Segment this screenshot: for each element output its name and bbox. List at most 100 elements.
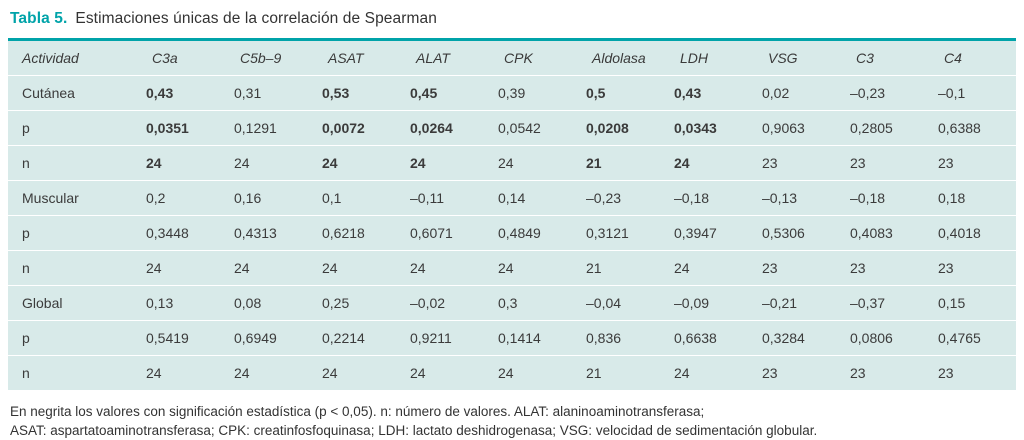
table-cell: 23 <box>752 145 840 181</box>
table-cell: 0,0806 <box>840 320 928 356</box>
column-header: C3 <box>840 39 928 76</box>
table-cell: 0,6949 <box>224 320 312 356</box>
table-cell: 0,15 <box>928 285 1016 321</box>
table-cell: 0,1291 <box>224 110 312 146</box>
table-cell: –0,1 <box>928 75 1016 111</box>
table-cell: 0,0343 <box>664 110 752 146</box>
column-header: VSG <box>752 39 840 76</box>
table-cell: 0,0208 <box>576 110 664 146</box>
column-header-actividad: Actividad <box>8 39 136 76</box>
table-cell: –0,09 <box>664 285 752 321</box>
row-label: p <box>8 215 136 251</box>
table-cell: 0,4083 <box>840 215 928 251</box>
table-cell: 23 <box>928 145 1016 181</box>
table-cell: 24 <box>312 145 400 181</box>
row-label: n <box>8 355 136 391</box>
table-cell: 23 <box>752 355 840 391</box>
table-cell: 0,3947 <box>664 215 752 251</box>
table-cell: 0,6218 <box>312 215 400 251</box>
table-cell: 24 <box>136 145 224 181</box>
table-row: n 24 24 24 24 24 21 24 23 23 23 <box>8 145 1016 181</box>
table-cell: 0,9063 <box>752 110 840 146</box>
column-header: ALAT <box>400 39 488 76</box>
table-cell: 0,13 <box>136 285 224 321</box>
table-cell: 0,4765 <box>928 320 1016 356</box>
table-cell: –0,18 <box>840 180 928 216</box>
table-cell: –0,04 <box>576 285 664 321</box>
table-cell: 0,5306 <box>752 215 840 251</box>
table-cell: 0,4313 <box>224 215 312 251</box>
table-cell: 21 <box>576 250 664 286</box>
table-title-text: Estimaciones únicas de la correlación de… <box>75 10 437 27</box>
table-cell: 0,2 <box>136 180 224 216</box>
table-cell: –0,13 <box>752 180 840 216</box>
column-header: C5b–9 <box>224 39 312 76</box>
table-cell: 23 <box>928 250 1016 286</box>
table-cell: 0,6638 <box>664 320 752 356</box>
column-header: C4 <box>928 39 1016 76</box>
table-cell: –0,18 <box>664 180 752 216</box>
table-cell: 24 <box>136 250 224 286</box>
table-cell: 24 <box>400 145 488 181</box>
table-cell: 24 <box>224 250 312 286</box>
table-cell: 0,43 <box>136 75 224 111</box>
table-row: Muscular 0,2 0,16 0,1 –0,11 0,14 –0,23 –0,18 –0,… <box>8 180 1016 216</box>
table-cell: 24 <box>312 250 400 286</box>
table-cell: 0,02 <box>752 75 840 111</box>
table-cell: 23 <box>840 145 928 181</box>
table-cell: 0,39 <box>488 75 576 111</box>
row-label: Cutánea <box>8 75 136 111</box>
row-label: n <box>8 250 136 286</box>
footnotes: En negrita los valores con significación… <box>10 402 1016 440</box>
table-cell: 24 <box>400 250 488 286</box>
table-cell: 24 <box>224 355 312 391</box>
footnote-line-2: ASAT: aspartatoaminotransferasa; CPK: cr… <box>10 423 818 438</box>
table-cell: –0,11 <box>400 180 488 216</box>
table-cell: 0,18 <box>928 180 1016 216</box>
table-row: Global 0,13 0,08 0,25 –0,02 0,3 –0,04 –0,09 –0,2… <box>8 285 1016 321</box>
table-cell: 24 <box>664 145 752 181</box>
table-row: n 24 24 24 24 24 21 24 23 23 23 <box>8 250 1016 286</box>
footnote-line-1: En negrita los valores con significación… <box>10 404 705 419</box>
table-cell: 21 <box>576 145 664 181</box>
table-cell: 0,5419 <box>136 320 224 356</box>
table-cell: 0,0351 <box>136 110 224 146</box>
table-row: Cutánea 0,43 0,31 0,53 0,45 0,39 0,5 0,43 0,02 –0… <box>8 75 1016 111</box>
table-cell: 0,1414 <box>488 320 576 356</box>
table-cell: 0,3284 <box>752 320 840 356</box>
column-header: C3a <box>136 39 224 76</box>
table-cell: 24 <box>224 145 312 181</box>
table-cell: 0,836 <box>576 320 664 356</box>
table-cell: 0,31 <box>224 75 312 111</box>
table-cell: 0,14 <box>488 180 576 216</box>
table-cell: 0,2214 <box>312 320 400 356</box>
table-title: Tabla 5. Estimaciones únicas de la correl… <box>10 10 1016 28</box>
table-cell: 24 <box>312 355 400 391</box>
table-cell: 23 <box>840 250 928 286</box>
row-label: Muscular <box>8 180 136 216</box>
table-cell: –0,37 <box>840 285 928 321</box>
table-cell: 24 <box>488 145 576 181</box>
header-row: Actividad C3a C5b–9 ASAT ALAT CPK Aldolasa LDH V… <box>8 39 1016 76</box>
table-cell: 0,25 <box>312 285 400 321</box>
spearman-correlation-table: Actividad C3a C5b–9 ASAT ALAT CPK Aldolasa LDH V… <box>8 38 1016 391</box>
table-row: p 0,3448 0,4313 0,6218 0,6071 0,4849 0,3121 0,3… <box>8 215 1016 251</box>
table-cell: 0,0264 <box>400 110 488 146</box>
table-cell: 24 <box>488 250 576 286</box>
table-cell: 0,1 <box>312 180 400 216</box>
table-cell: –0,23 <box>840 75 928 111</box>
row-label: p <box>8 320 136 356</box>
table-cell: 23 <box>840 355 928 391</box>
table-cell: –0,02 <box>400 285 488 321</box>
table-cell: –0,21 <box>752 285 840 321</box>
table-cell: 0,9211 <box>400 320 488 356</box>
table-cell: 24 <box>664 355 752 391</box>
table-cell: 24 <box>400 355 488 391</box>
table-cell: 24 <box>664 250 752 286</box>
table-cell: 0,2805 <box>840 110 928 146</box>
table-cell: 0,0542 <box>488 110 576 146</box>
table-cell: –0,23 <box>576 180 664 216</box>
table-cell: 0,16 <box>224 180 312 216</box>
row-label: Global <box>8 285 136 321</box>
